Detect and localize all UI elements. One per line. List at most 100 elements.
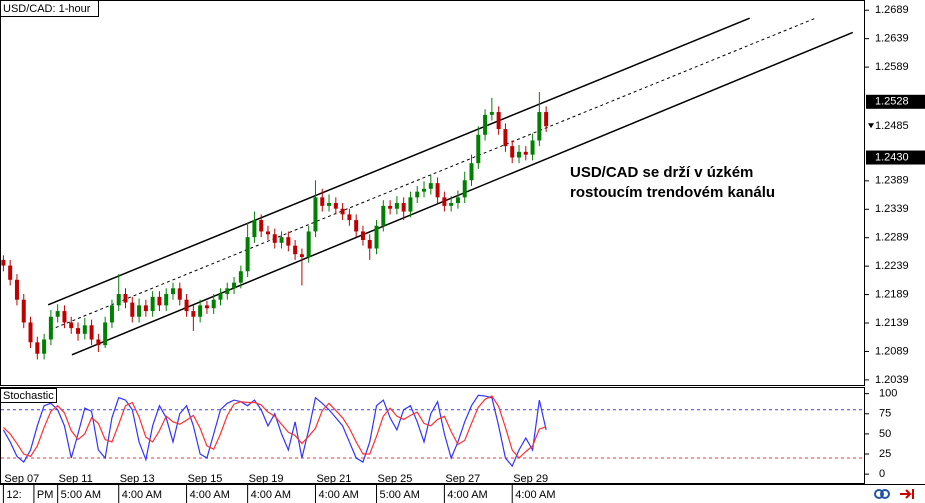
candle-body (62, 311, 67, 323)
candle-body (293, 245, 298, 255)
candle-body (523, 151, 528, 155)
candle-body (103, 322, 108, 346)
trendline (71, 31, 854, 356)
candle-body (157, 296, 162, 306)
candle-body (191, 311, 196, 317)
link-icon[interactable] (874, 489, 884, 499)
candle-body (517, 151, 521, 158)
candle-body (265, 231, 270, 235)
candle-body (510, 146, 515, 158)
candle-body (374, 225, 379, 249)
candle-body (408, 197, 413, 212)
candle-body (137, 305, 142, 317)
candle-body (394, 203, 399, 209)
candle-body (360, 231, 365, 240)
candle-body (449, 203, 454, 206)
candle-body (8, 265, 13, 280)
chart-title: USD/CAD: 1-hour (3, 3, 91, 15)
candle-body (306, 231, 311, 258)
annotation: USD/CAD se drží v úzkém (570, 164, 753, 181)
candle-body (503, 129, 508, 147)
title-box (0, 0, 99, 17)
candle-body (401, 203, 406, 212)
time-label: 5:00 AM (61, 489, 101, 501)
candle-body (469, 163, 474, 181)
link-icon[interactable] (880, 489, 890, 499)
y-tick-label: 1.2589 (875, 61, 909, 73)
annotation: rostoucím trendovém kanálu (570, 184, 775, 201)
icons (874, 489, 914, 499)
candle-body (442, 197, 447, 206)
candle-body (69, 322, 74, 329)
candle-body (76, 328, 81, 334)
candle-body (28, 322, 33, 343)
candle-body (455, 197, 460, 204)
candle-body (82, 325, 87, 334)
candle-body (367, 239, 372, 249)
candle-body (259, 220, 264, 232)
candle-body (238, 271, 243, 283)
y-tick-label: 1.2639 (875, 33, 909, 45)
y-tick-label: 75 (879, 408, 891, 420)
stoch-line (2, 394, 547, 468)
candle-body (435, 183, 440, 198)
candle-body (388, 205, 393, 209)
y-tick-label: 1.2189 (875, 288, 909, 300)
candle-body (537, 112, 542, 141)
candle-body (109, 305, 114, 323)
stoch-pane (0, 387, 865, 484)
price-marker-label: 1.2528 (875, 96, 909, 108)
candle-body (347, 214, 352, 221)
candle-body (225, 288, 230, 295)
date-label: Sep 25 (378, 473, 413, 485)
candle-body (476, 134, 481, 164)
candle-body (381, 205, 386, 226)
candle-body (327, 203, 332, 206)
time-label: 4:00 AM (318, 489, 358, 501)
candle-body (150, 296, 155, 312)
y-tick-label: 25 (879, 448, 891, 460)
stoch-line (2, 395, 547, 459)
price-marker (866, 94, 925, 109)
y-tick-label: 1.2289 (875, 232, 909, 244)
candle-body (483, 114, 488, 135)
time-label: PM (37, 489, 54, 501)
date-label: Sep 13 (120, 473, 155, 485)
candle-body (428, 183, 433, 189)
y-tick-label: 1.2239 (875, 260, 909, 272)
candle-body (272, 234, 277, 243)
candle-body (211, 299, 216, 309)
candle-body (89, 325, 94, 340)
candle-body (55, 311, 60, 317)
candle-body (130, 302, 135, 317)
candle-body (279, 237, 284, 243)
date-label: Sep 19 (249, 473, 284, 485)
y-tick-label: 1.2139 (875, 317, 909, 329)
scroll-end-icon[interactable] (900, 489, 914, 499)
candle-body (313, 197, 318, 232)
candle-body (252, 220, 257, 238)
candle-body (21, 299, 26, 323)
date-label: Sep 27 (445, 473, 480, 485)
y-tick-label: 50 (879, 428, 891, 440)
price-pane (0, 0, 865, 386)
candle-body (171, 288, 175, 295)
candle-body (415, 191, 420, 198)
candle-body (48, 316, 53, 340)
candle-body (340, 208, 345, 215)
candle-body (333, 203, 338, 209)
y-tick-label: 1.2039 (875, 374, 909, 386)
candle-body (184, 299, 189, 312)
time-label: 4:00 AM (190, 489, 230, 501)
y-tick-label: 1.2089 (875, 345, 909, 357)
candle-body (496, 112, 501, 130)
time-label: 4:00 AM (447, 489, 487, 501)
candle-body (204, 305, 209, 309)
candle-body (489, 112, 494, 115)
candle-body (123, 294, 128, 303)
candle-body (42, 339, 47, 354)
candle-body (530, 140, 535, 155)
stoch-title: Stochastic (3, 390, 54, 402)
